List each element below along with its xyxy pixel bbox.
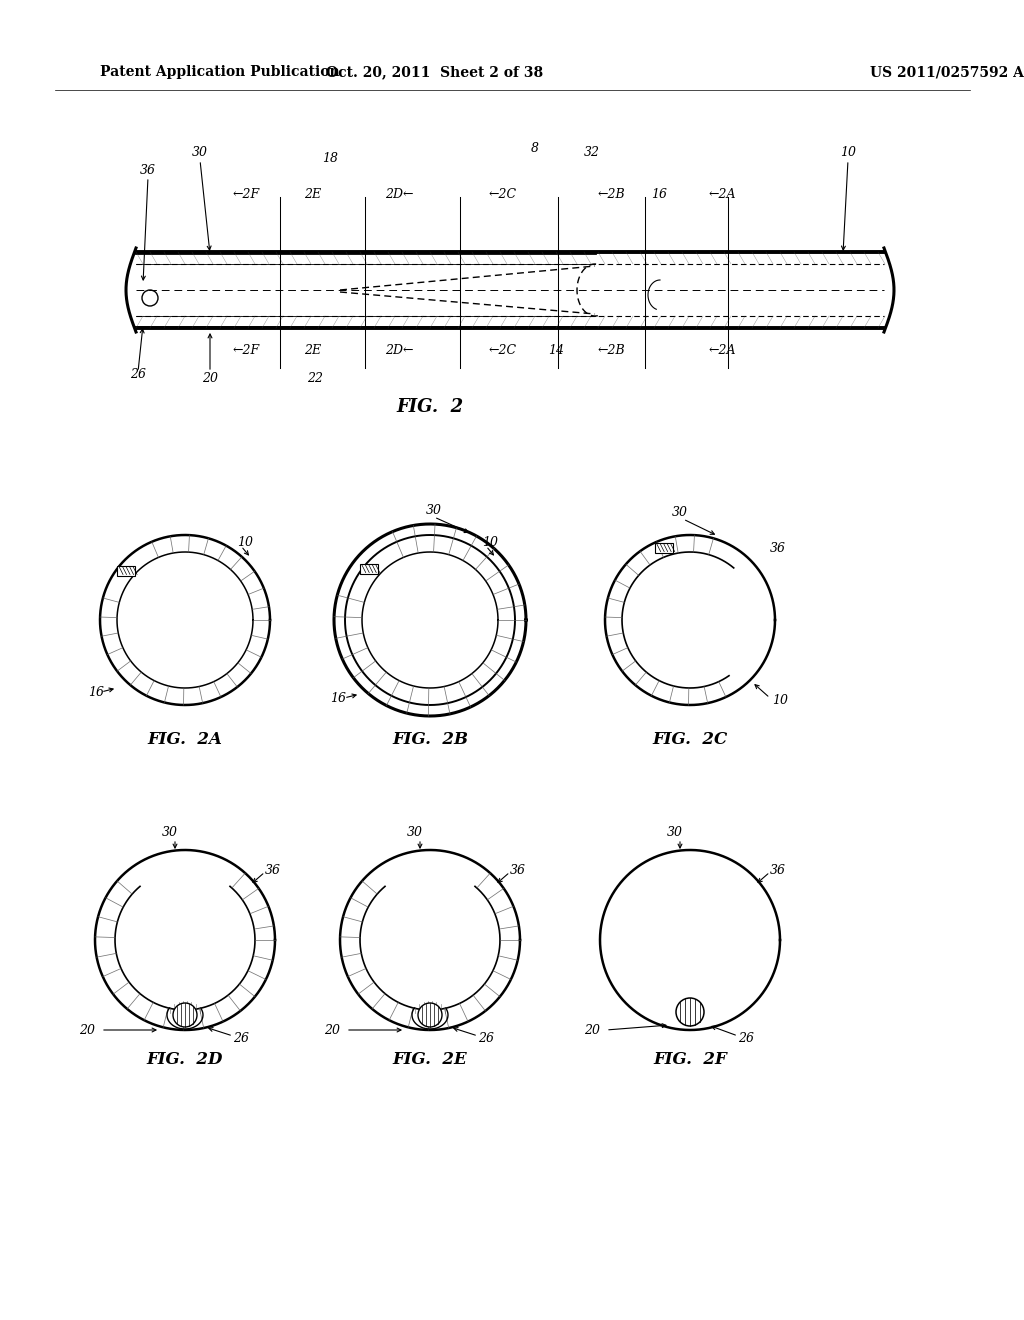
Text: US 2011/0257592 A1: US 2011/0257592 A1: [870, 65, 1024, 79]
Text: 36: 36: [770, 541, 786, 554]
Text: FIG.  2F: FIG. 2F: [653, 1052, 727, 1068]
Text: ←2F: ←2F: [232, 343, 259, 356]
Text: 30: 30: [667, 825, 683, 838]
Text: 26: 26: [738, 1031, 754, 1044]
Text: 16: 16: [88, 685, 104, 698]
Text: 26: 26: [130, 368, 146, 381]
Text: 20: 20: [324, 1023, 340, 1036]
Text: 2D←: 2D←: [385, 189, 414, 202]
Text: ←2A: ←2A: [709, 189, 736, 202]
Text: ←2B: ←2B: [597, 189, 625, 202]
Text: ←2A: ←2A: [709, 343, 736, 356]
Circle shape: [173, 1003, 197, 1027]
Text: 26: 26: [233, 1031, 249, 1044]
Text: ←2C: ←2C: [488, 343, 517, 356]
Text: Oct. 20, 2011  Sheet 2 of 38: Oct. 20, 2011 Sheet 2 of 38: [327, 65, 544, 79]
Text: 16: 16: [651, 189, 667, 202]
Text: 14: 14: [548, 343, 564, 356]
Text: 30: 30: [672, 506, 688, 519]
Text: 32: 32: [584, 147, 600, 160]
Text: 10: 10: [237, 536, 253, 549]
Text: FIG.  2D: FIG. 2D: [146, 1052, 223, 1068]
Text: Patent Application Publication: Patent Application Publication: [100, 65, 340, 79]
Text: 36: 36: [140, 164, 156, 177]
Text: 36: 36: [265, 863, 281, 876]
Text: FIG.  2E: FIG. 2E: [392, 1052, 467, 1068]
Text: 30: 30: [193, 147, 208, 160]
Text: 2E: 2E: [304, 343, 322, 356]
Text: 18: 18: [322, 152, 338, 165]
Text: FIG.  2A: FIG. 2A: [147, 731, 222, 748]
Circle shape: [676, 998, 705, 1026]
Text: 2D←: 2D←: [385, 343, 414, 356]
Text: 20: 20: [584, 1023, 600, 1036]
Text: ←2F: ←2F: [232, 189, 259, 202]
Text: 10: 10: [772, 693, 788, 706]
Text: 20: 20: [202, 371, 218, 384]
Text: 10: 10: [840, 147, 856, 160]
Text: 2E: 2E: [304, 189, 322, 202]
Text: 20: 20: [79, 1023, 95, 1036]
Text: FIG.  2B: FIG. 2B: [392, 731, 468, 748]
Text: ←2C: ←2C: [488, 189, 517, 202]
Text: FIG.  2: FIG. 2: [396, 399, 464, 416]
Text: 36: 36: [510, 863, 526, 876]
FancyBboxPatch shape: [359, 564, 378, 574]
Text: 16: 16: [330, 692, 346, 705]
Text: 26: 26: [478, 1031, 494, 1044]
Text: 30: 30: [407, 825, 423, 838]
Text: 30: 30: [162, 825, 178, 838]
Text: FIG.  2C: FIG. 2C: [652, 731, 728, 748]
Text: 36: 36: [770, 863, 786, 876]
Text: 22: 22: [307, 371, 323, 384]
Text: ←2B: ←2B: [597, 343, 625, 356]
Text: 8: 8: [531, 141, 539, 154]
FancyBboxPatch shape: [654, 543, 673, 553]
Text: 10: 10: [482, 536, 498, 549]
FancyBboxPatch shape: [117, 565, 135, 576]
Circle shape: [418, 1003, 442, 1027]
Text: 30: 30: [426, 503, 442, 516]
